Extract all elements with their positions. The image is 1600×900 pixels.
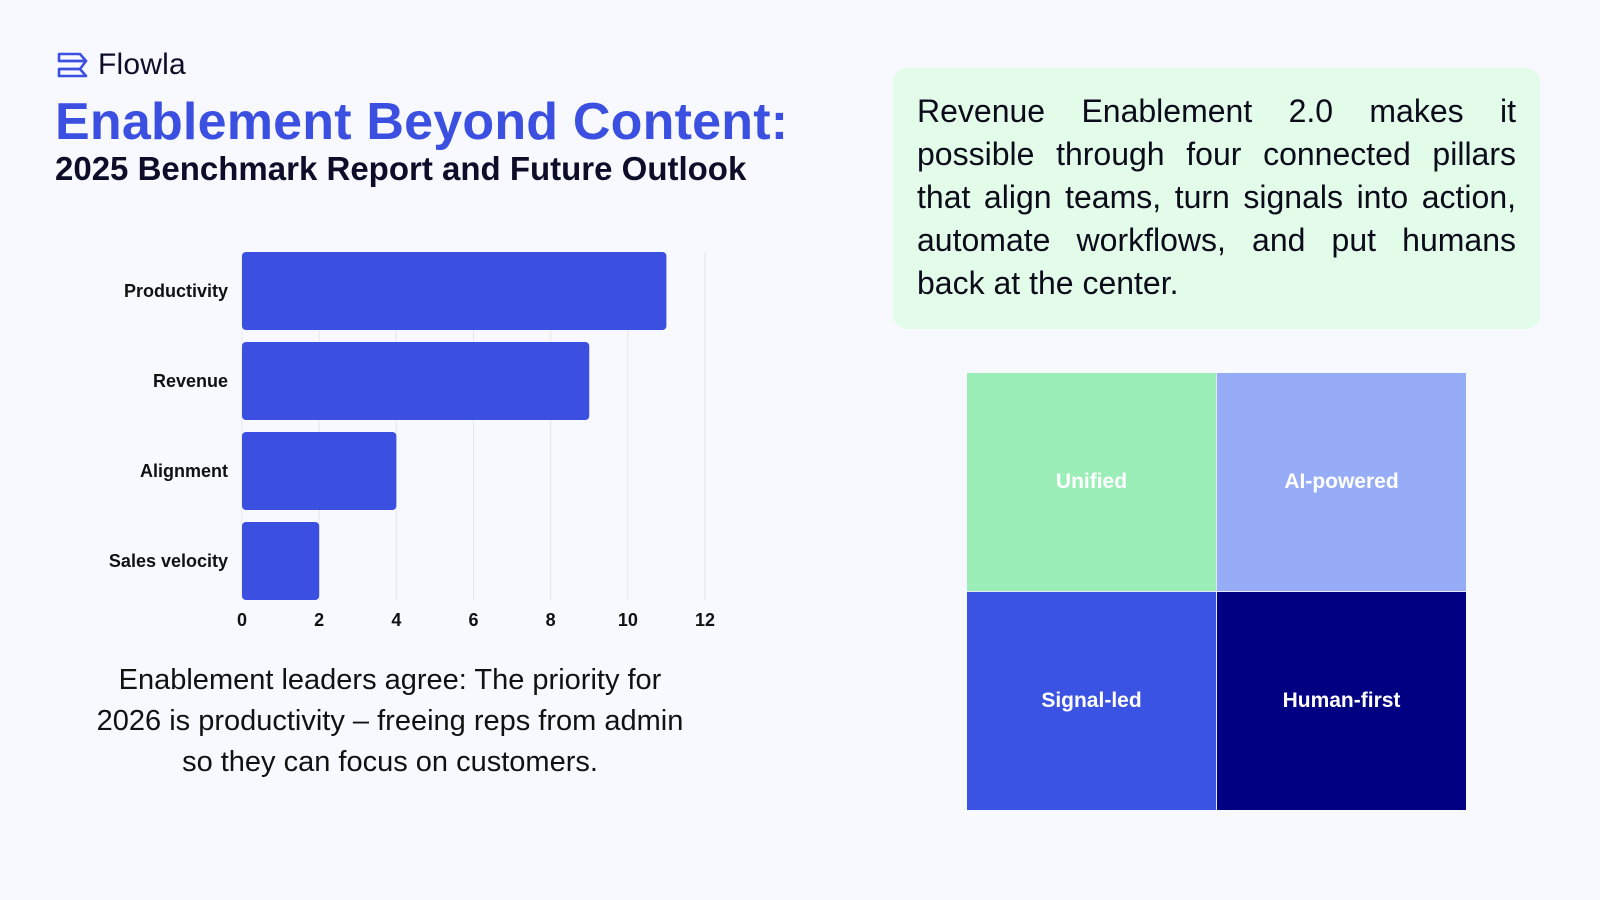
category-labels: Productivity Revenue Alignment Sales veloci… [109,281,228,571]
brand-name: Flowla [98,48,186,81]
pillar-signal-led: Signal-led [967,592,1216,810]
stacked-chevron-icon [57,52,88,78]
pillar-unified: Unified [967,373,1216,591]
chart-caption: Enablement leaders agree: The priority f… [96,664,684,778]
bar-revenue [242,342,590,420]
bar-productivity [242,252,667,330]
x-tick-label: 6 [468,610,478,630]
category-label: Revenue [153,371,228,391]
pillars-grid: Unified AI-powered Signal-led Human-firs… [967,373,1466,810]
bar-sales-velocity [242,522,320,600]
x-tick-label: 8 [546,610,556,630]
pillar-human-first: Human-first [1217,592,1466,810]
x-tick-label: 2 [314,610,324,630]
x-tick-label: 4 [391,610,401,630]
pillar-ai-powered: AI-powered [1217,373,1466,591]
category-label: Alignment [140,461,228,481]
page-title: Enablement Beyond Content: [55,93,789,151]
quote-card: Revenue Enablement 2.0 makes it possible… [893,68,1540,329]
category-label: Sales velocity [109,551,228,571]
x-tick-labels: 0 2 4 6 8 10 12 [237,610,715,630]
quote-text: Revenue Enablement 2.0 makes it possible… [917,93,1516,301]
page-subtitle: 2025 Benchmark Report and Future Outlook [55,150,747,187]
category-label: Productivity [124,281,228,301]
x-tick-label: 0 [237,610,247,630]
bar-alignment [242,432,397,510]
bars [242,252,667,600]
x-tick-label: 10 [618,610,638,630]
priority-bar-chart: Productivity Revenue Alignment Sales veloci… [109,252,715,630]
x-tick-label: 12 [695,610,715,630]
brand-logo: Flowla [56,48,186,82]
